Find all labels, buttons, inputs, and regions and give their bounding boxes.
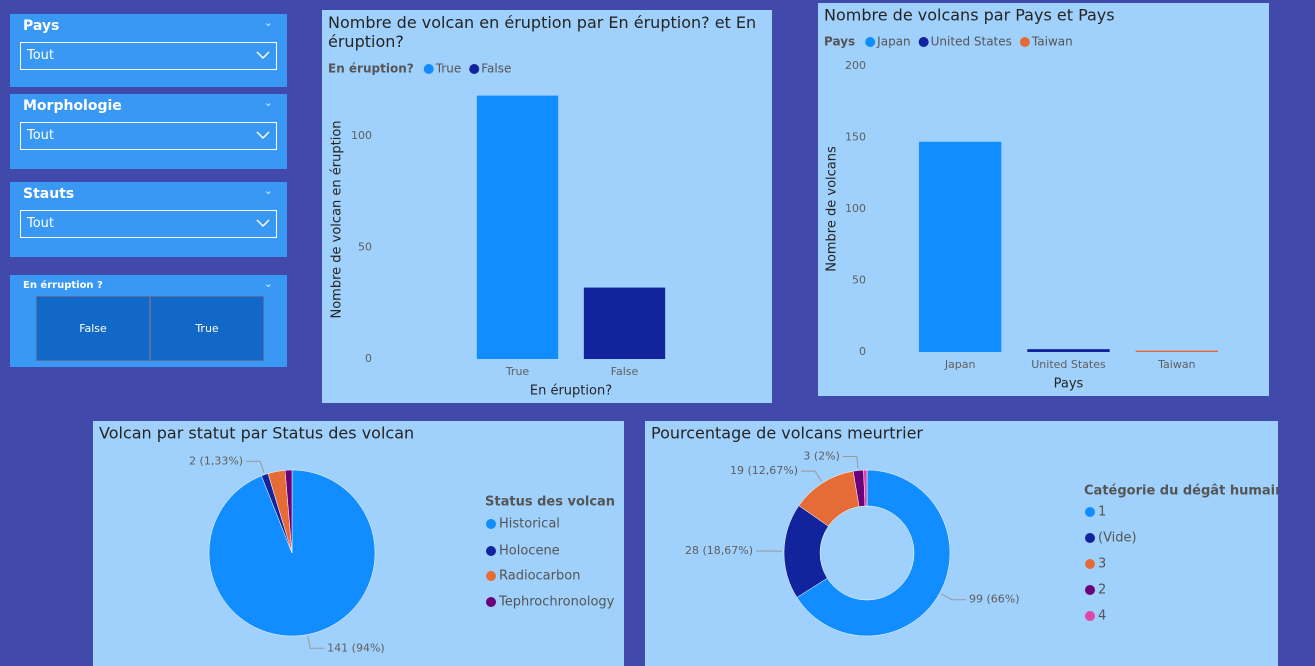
legend-marker bbox=[1085, 611, 1095, 621]
slicer[interactable]: Morphologie ⌄ Tout bbox=[10, 94, 287, 169]
legend-label: True bbox=[435, 62, 462, 76]
legend-marker bbox=[1019, 37, 1030, 47]
legend-marker bbox=[1085, 559, 1095, 569]
slicer[interactable]: Stauts ⌄ Tout bbox=[10, 182, 287, 257]
slicer[interactable]: Pays ⌄ Tout bbox=[10, 14, 287, 87]
dropdown[interactable]: Tout bbox=[20, 210, 277, 238]
legend-title: Catégorie du dégât humain bbox=[1084, 484, 1278, 499]
x-tick-label: False bbox=[611, 365, 639, 378]
legend-label: (Vide) bbox=[1098, 531, 1137, 546]
legend-label: 4 bbox=[1098, 609, 1106, 624]
dropdown[interactable]: Tout bbox=[20, 122, 277, 150]
data-label: 99 (66%) bbox=[969, 593, 1020, 606]
legend-marker bbox=[918, 37, 929, 47]
legend-marker bbox=[469, 64, 480, 74]
chart-panel: Nombre de volcans par Pays et Pays Pays Ja… bbox=[818, 3, 1269, 396]
bar bbox=[1027, 349, 1110, 352]
legend-marker bbox=[1085, 585, 1095, 595]
slicer-title: En érruption ? bbox=[23, 280, 103, 291]
slicer-button[interactable]: False bbox=[36, 296, 150, 361]
legend-marker bbox=[486, 546, 496, 556]
chart-panel: Pourcentage de volcans meurtrier 99 (66%)… bbox=[645, 421, 1278, 666]
leader-line bbox=[941, 593, 967, 601]
legend-label: 2 bbox=[1098, 583, 1106, 598]
legend-marker bbox=[865, 37, 876, 47]
x-tick-label: True bbox=[505, 365, 530, 378]
dropdown-value: Tout bbox=[27, 216, 55, 231]
leader-line bbox=[307, 636, 325, 649]
slice bbox=[863, 469, 868, 507]
leader-line bbox=[246, 460, 265, 473]
y-tick-label: 200 bbox=[845, 59, 866, 72]
legend-label: Tephrochronology bbox=[498, 595, 615, 610]
data-label: 3 (2%) bbox=[803, 450, 840, 463]
bar bbox=[583, 287, 666, 359]
chart-title: Pourcentage de volcans meurtrier bbox=[651, 424, 923, 443]
slice bbox=[796, 469, 951, 637]
data-label: 19 (12,67%) bbox=[730, 464, 798, 477]
data-label: 141 (94%) bbox=[327, 641, 385, 654]
leader-line bbox=[842, 456, 859, 469]
legend-marker bbox=[486, 571, 496, 581]
legend-label: United States bbox=[931, 35, 1012, 49]
y-axis-title: Nombre de volcans bbox=[825, 146, 840, 272]
legend-label: False bbox=[481, 62, 511, 76]
data-label: 28 (18,67%) bbox=[685, 544, 753, 557]
slicer-button[interactable]: True bbox=[150, 296, 264, 361]
y-tick-label: 0 bbox=[365, 352, 372, 365]
legend-marker bbox=[1085, 533, 1095, 543]
y-tick-label: 50 bbox=[852, 274, 866, 287]
legend-label: Radiocarbon bbox=[499, 569, 580, 584]
y-tick-label: 100 bbox=[351, 129, 372, 142]
chart-panel: Volcan par statut par Status des volcan 1… bbox=[93, 421, 624, 666]
chart-panel: Nombre de volcan en éruption par En érup… bbox=[322, 10, 772, 403]
legend-title: Pays bbox=[824, 35, 855, 49]
y-axis-title: Nombre de volcan en éruption bbox=[330, 120, 345, 318]
dropdown-value: Tout bbox=[27, 128, 55, 143]
y-tick-label: 50 bbox=[358, 240, 372, 253]
legend-title: Status des volcan bbox=[485, 495, 615, 510]
legend-title: En éruption? bbox=[328, 62, 414, 76]
legend-label: 3 bbox=[1098, 557, 1106, 572]
legend-marker bbox=[486, 519, 496, 529]
leader-line bbox=[801, 470, 822, 482]
x-axis-title: Pays bbox=[1054, 377, 1084, 392]
legend-label: Japan bbox=[876, 35, 910, 49]
y-tick-label: 0 bbox=[859, 345, 866, 358]
legend-marker bbox=[423, 64, 434, 74]
slicer-title: Stauts bbox=[23, 186, 75, 202]
x-axis-title: En éruption? bbox=[530, 384, 612, 399]
dropdown-value: Tout bbox=[27, 48, 55, 63]
x-tick-label: Japan bbox=[944, 358, 976, 371]
slicer[interactable]: En érruption ? ⌄ False True bbox=[10, 275, 287, 367]
y-tick-label: 100 bbox=[845, 202, 866, 215]
bar bbox=[476, 95, 559, 360]
legend-label: 1 bbox=[1098, 505, 1106, 520]
chart-title: Nombre de volcans par Pays et Pays bbox=[824, 6, 1115, 25]
legend-marker bbox=[1085, 507, 1095, 517]
slicer-title: Morphologie bbox=[23, 98, 122, 114]
chart-title: Nombre de volcan en éruption par En érup… bbox=[328, 13, 756, 51]
legend-label: Holocene bbox=[499, 544, 560, 559]
slicer-title: Pays bbox=[23, 18, 60, 34]
slice bbox=[208, 469, 376, 637]
dropdown[interactable]: Tout bbox=[20, 42, 277, 70]
x-tick-label: Taiwan bbox=[1157, 358, 1195, 371]
legend-label: Taiwan bbox=[1031, 35, 1073, 49]
data-label: 2 (1,33%) bbox=[189, 454, 243, 467]
legend-marker bbox=[486, 597, 496, 607]
chart-title: Volcan par statut par Status des volcan bbox=[99, 424, 414, 443]
x-tick-label: United States bbox=[1031, 358, 1106, 371]
slice bbox=[284, 469, 293, 554]
legend-label: Historical bbox=[499, 517, 560, 532]
bar bbox=[919, 141, 1002, 352]
y-tick-label: 150 bbox=[845, 131, 866, 144]
bar bbox=[1135, 350, 1218, 352]
